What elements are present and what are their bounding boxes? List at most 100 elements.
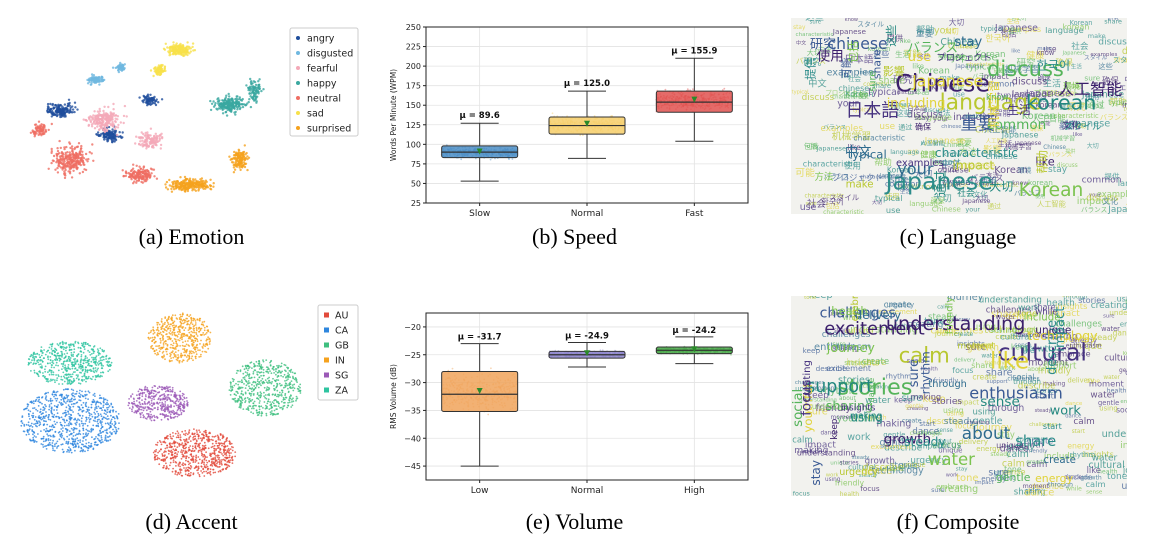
panel-emotion: angry disgusted fearful happy neutral sad surp… [0, 0, 383, 270]
emotion-point [250, 92, 253, 95]
emotion-point [255, 87, 258, 90]
accent-point [77, 433, 79, 436]
wordcloud-word: 研究 [810, 36, 836, 52]
wordcloud-filler: 研究 [1108, 18, 1120, 22]
wordcloud-filler: characteristic [803, 159, 857, 168]
emotion-point [104, 127, 107, 131]
accent-point [229, 448, 232, 450]
emotion-point [102, 109, 105, 113]
emotion-point [151, 96, 154, 100]
emotion-point [209, 178, 212, 181]
accent-point [197, 465, 200, 468]
wordcloud-filler: 大切 [944, 27, 958, 36]
data-point [723, 87, 726, 90]
wordcloud-filler: Japanese [955, 162, 995, 172]
accent-point [92, 419, 95, 422]
y-tick-label: 175 [406, 82, 421, 91]
emotion-point [186, 51, 189, 54]
emotion-point [138, 165, 141, 168]
accent-point [226, 461, 229, 463]
emotion-point [98, 110, 102, 113]
emotion-point [231, 101, 234, 105]
accent-point [201, 454, 203, 457]
accent-point [154, 453, 156, 456]
accent-point [199, 437, 202, 440]
wordcloud-filler: korean [975, 179, 998, 187]
accent-point [192, 458, 195, 461]
emotion-point [37, 130, 40, 133]
wordcloud-filler: 帮助 [916, 25, 935, 37]
accent-point [189, 464, 192, 467]
wordcloud-filler: 使用 [1085, 92, 1099, 101]
accent-point [55, 409, 58, 411]
emotion-point [217, 102, 220, 105]
accent-point [100, 402, 102, 405]
wordcloud-filler: typical [981, 25, 1004, 33]
wordcloud-filler: 中文 [808, 78, 827, 90]
emotion-point [145, 147, 148, 150]
accent-point [47, 400, 50, 402]
wordcloud-filler: 生活 [1126, 201, 1127, 211]
emotion-point [138, 177, 141, 180]
accent-point [97, 422, 100, 425]
emotion-point [218, 104, 221, 107]
accent-point [195, 429, 198, 432]
accent-point [218, 444, 220, 447]
accent-point [169, 464, 171, 467]
accent-point [52, 391, 55, 393]
accent-point [231, 462, 234, 464]
emotion-point [101, 79, 105, 83]
emotion-point [60, 152, 63, 155]
accent-point [93, 443, 96, 446]
wordcloud-filler: like [900, 37, 911, 45]
emotion-point [152, 168, 156, 171]
accent-point [216, 462, 218, 465]
emotion-point [210, 102, 214, 106]
wordcloud-filler: Chinese [975, 126, 1010, 136]
emotion-point [54, 104, 57, 107]
emotion-point [92, 117, 95, 120]
accent-point [81, 390, 83, 393]
wordcloud-filler: 大切 [872, 199, 882, 206]
accent-point [229, 459, 232, 461]
wordcloud-filler: sure [810, 19, 821, 25]
accent-point [67, 423, 70, 425]
accent-point [94, 407, 97, 409]
emotion-point [147, 145, 150, 148]
emotion-point [187, 184, 190, 187]
emotion-point [148, 102, 151, 106]
emotion-point [73, 147, 76, 151]
accent-point [167, 449, 170, 452]
emotion-point [63, 162, 67, 166]
wordcloud-filler: 影響 [983, 144, 1002, 156]
accent-point [184, 434, 187, 436]
accent-point [28, 415, 30, 418]
accent-point [217, 446, 220, 449]
emotion-point [95, 115, 99, 118]
emotion-point [188, 186, 191, 189]
accent-point [154, 456, 156, 459]
emotion-point [68, 151, 72, 154]
wordcloud-filler: impact [1077, 196, 1111, 207]
wordcloud-filler: プロジェクト [832, 173, 883, 183]
emotion-point [227, 92, 230, 96]
accent-point [221, 459, 223, 461]
accent-point [192, 455, 195, 458]
emotion-point [100, 121, 104, 124]
emotion-point [111, 66, 115, 69]
accent-point [56, 440, 59, 443]
x-tick-label-Fast: Fast [685, 209, 704, 219]
accent-point [78, 392, 81, 395]
emotion-point [201, 185, 205, 188]
accent-point [57, 431, 60, 434]
wordcloud-filler: discuss [1057, 163, 1078, 169]
accent-point [162, 466, 165, 469]
wordcloud-filler: 可能 [1040, 120, 1050, 127]
wordcloud-word: Japanese [884, 167, 993, 195]
wordcloud-filler: 使用 [885, 192, 899, 201]
emotion-point [176, 50, 179, 53]
emotion-point [90, 81, 93, 84]
y-tick-label: 100 [406, 140, 421, 149]
accent-point [234, 451, 237, 453]
emotion-point [236, 158, 239, 162]
